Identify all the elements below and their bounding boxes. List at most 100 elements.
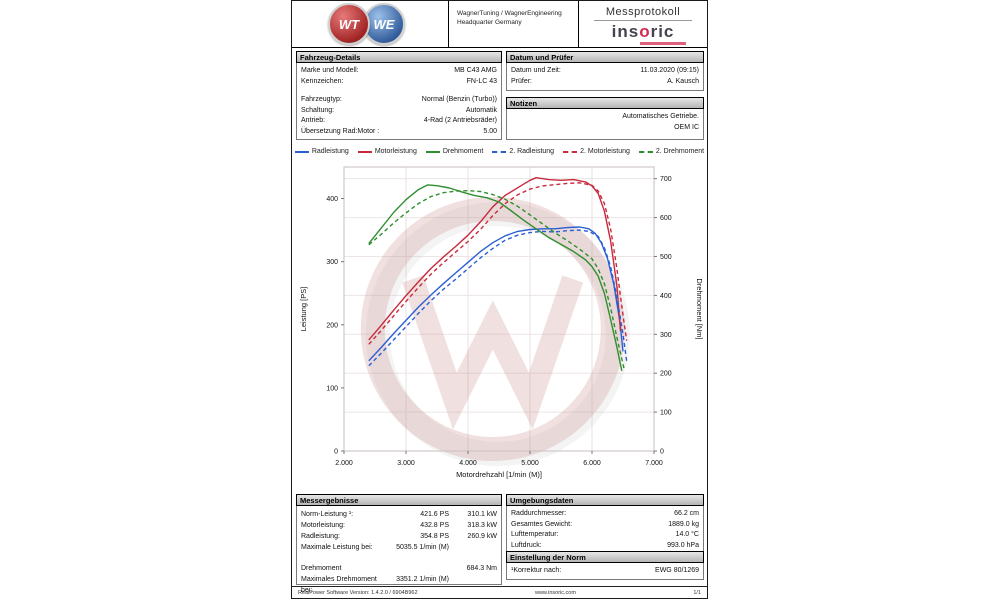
row-value: MB C43 AMG — [454, 67, 497, 74]
legend-item: 2. Motorleistung — [563, 148, 630, 155]
table-row: Lufttemperatur: 14.0 °C — [507, 530, 703, 541]
table-row: Radleistung: 354.8 PS 260.9 kW — [297, 531, 501, 542]
row-value-ps: 432.8 PS — [420, 522, 449, 529]
legend-marker-icon — [425, 150, 440, 153]
insoric-tagline — [640, 42, 686, 45]
series-2-radleistung — [368, 229, 628, 367]
spacer — [297, 553, 501, 563]
table-row: Motorleistung: 432.8 PS 318.3 kW — [297, 520, 501, 531]
y-right-axis-title: Drehmoment [Nm] — [695, 278, 704, 339]
legend-marker-icon — [638, 150, 653, 153]
brand-post: ric — [650, 22, 675, 41]
row-value: 1889.0 kg — [668, 520, 699, 528]
report-page: WT WE WagnerTuning / WagnerEngineering H… — [291, 0, 708, 599]
row-label: Maximales Drehmoment bei: — [301, 576, 377, 594]
table-row: ¹Korrektur nach: EWG 80/1269 — [507, 566, 703, 577]
watermark-ring-shadow — [365, 202, 630, 466]
row-label: Prüfer: — [511, 77, 533, 85]
legend-label: 2. Drehmoment — [655, 148, 705, 155]
row-label: Lufttemperatur: — [511, 531, 559, 538]
table-row: Raddurchmesser: 66.2 cm — [507, 509, 703, 520]
y-right-tick-label: 600 — [660, 215, 672, 222]
norm-body: ¹Korrektur nach: EWG 80/1269 — [506, 563, 704, 580]
row-value-rpm: 5035.5 1/min (M) — [396, 544, 449, 551]
series-2-drehmoment — [368, 190, 625, 370]
row-value: 11.03.2020 (09:15) — [640, 67, 699, 74]
x-tick-label: 2.000 — [335, 460, 353, 467]
row-value-nm: 684.3 Nm — [466, 565, 497, 572]
legend-label: Radleistung — [311, 148, 349, 155]
legend-label: Drehmoment — [442, 148, 484, 155]
environment-table: Umgebungsdaten Raddurchmesser: 66.2 cm Ge… — [506, 494, 704, 553]
wagnerengineering-logo-icon: WE — [363, 3, 405, 45]
dyno-chart: 2.000 3.000 4.000 5.000 6.000 7.000 0 100 200 300… — [299, 166, 704, 479]
brand-pre: ins — [611, 22, 640, 41]
wagnertuning-logo-icon: WT — [328, 3, 370, 45]
row-label: Datum und Zeit: — [511, 67, 561, 74]
row-value: 4-Rad (2 Antriebsräder) — [423, 117, 497, 124]
legend-item: Drehmoment — [425, 148, 484, 155]
table-row: Drehmoment 684.3 Nm — [297, 563, 501, 574]
y-left-tick-label: 100 — [326, 385, 338, 392]
notes-body: Automatisches Getriebe. OEM IC — [506, 109, 704, 140]
footer-website: www.insoric.com — [534, 589, 576, 596]
legend-label: 2. Radleistung — [509, 148, 555, 155]
row-value-kw: 260.9 kW — [467, 533, 497, 540]
legend-item: Motorleistung — [357, 148, 417, 155]
row-label: Übersetzung Rad:Motor : — [301, 127, 380, 135]
y-left-tick-label: 200 — [326, 322, 338, 329]
table-row: Gesamtes Gewicht: 1889.0 kg — [507, 520, 703, 531]
row-value-kw: 310.1 kW — [467, 511, 497, 518]
series-motorleistung — [368, 177, 622, 341]
table-row: Übersetzung Rad:Motor : 5.00 — [297, 127, 501, 138]
y-left-tick-label: 0 — [334, 449, 338, 456]
table-row: Maximale Leistung bei: 5035.5 1/min (M) — [297, 542, 501, 553]
brand-o: o — [639, 22, 651, 41]
legend-item: 2. Radleistung — [492, 148, 554, 155]
y-left-axis-title: Leistung [PS] — [299, 287, 308, 332]
row-label: Raddurchmesser: — [511, 510, 567, 517]
row-label: Motorleistung: — [301, 522, 345, 529]
table-row: Marke und Modell: MB C43 AMG — [297, 66, 501, 77]
row-value-empty — [449, 542, 497, 553]
row-value: 993.0 hPa — [667, 541, 699, 549]
row-label: Maximale Leistung bei: — [301, 544, 373, 551]
date-examiner-table: Datum und Prüfer Datum und Zeit: 11.03.20… — [506, 51, 704, 91]
row-label: Radleistung: — [301, 533, 340, 540]
table-row: Schaltung: Automatik — [297, 106, 501, 117]
table-row: Maximales Drehmoment bei: 3351.2 1/min (M… — [297, 574, 501, 596]
series-2-motorleistung — [368, 182, 628, 345]
chart-legend: Radleistung Motorleistung Drehmoment 2. Rad… — [292, 148, 707, 155]
document-title: Messprotokoll — [593, 6, 693, 21]
row-label: ¹Korrektur nach: — [511, 567, 562, 574]
environment-body: Raddurchmesser: 66.2 cm Gesamtes Gewicht:… — [506, 506, 704, 553]
legend-item: Radleistung — [294, 148, 349, 155]
x-tick-label: 4.000 — [459, 460, 477, 467]
row-value-kw: 318.3 kW — [467, 522, 497, 529]
table-row: Norm-Leistung ¹: 421.6 PS 310.1 kW — [297, 509, 501, 520]
table-row: Antrieb: 4-Rad (2 Antriebsräder) — [297, 116, 501, 127]
notes-header: Notizen — [506, 97, 704, 109]
row-value-rpm: 3351.2 1/min (M) — [396, 576, 449, 583]
legend-marker-icon — [357, 150, 372, 153]
row-label: Antrieb: — [301, 117, 326, 124]
logo-wt-text: WT — [338, 16, 360, 32]
row-value-empty — [383, 563, 449, 574]
row-value: 66.2 cm — [674, 510, 699, 517]
company-line1: WagnerTuning / WagnerEngineering — [457, 10, 562, 17]
row-label: Schaltung: — [301, 106, 335, 114]
row-label: Kennzeichen: — [301, 77, 344, 85]
row-value: Normal (Benzin (Turbo)) — [421, 96, 497, 103]
document-brand: Messprotokoll insoric — [578, 1, 707, 47]
date-examiner-body: Datum und Zeit: 11.03.2020 (09:15) Prüfer… — [506, 63, 704, 91]
norm-header: Einstellung der Norm — [506, 551, 704, 563]
row-label: Fahrzeugtyp: — [301, 96, 342, 103]
legend-label: 2. Motorleistung — [580, 148, 630, 155]
x-tick-label: 7.000 — [645, 460, 663, 467]
note-line: OEM IC — [674, 123, 699, 131]
row-label: Gesamtes Gewicht: — [511, 520, 573, 528]
vehicle-details-table: Fahrzeug-Details Marke und Modell: MB C43… — [296, 51, 502, 140]
legend-item: 2. Drehmoment — [638, 148, 705, 155]
row-label: Luftdruck: — [511, 541, 542, 549]
